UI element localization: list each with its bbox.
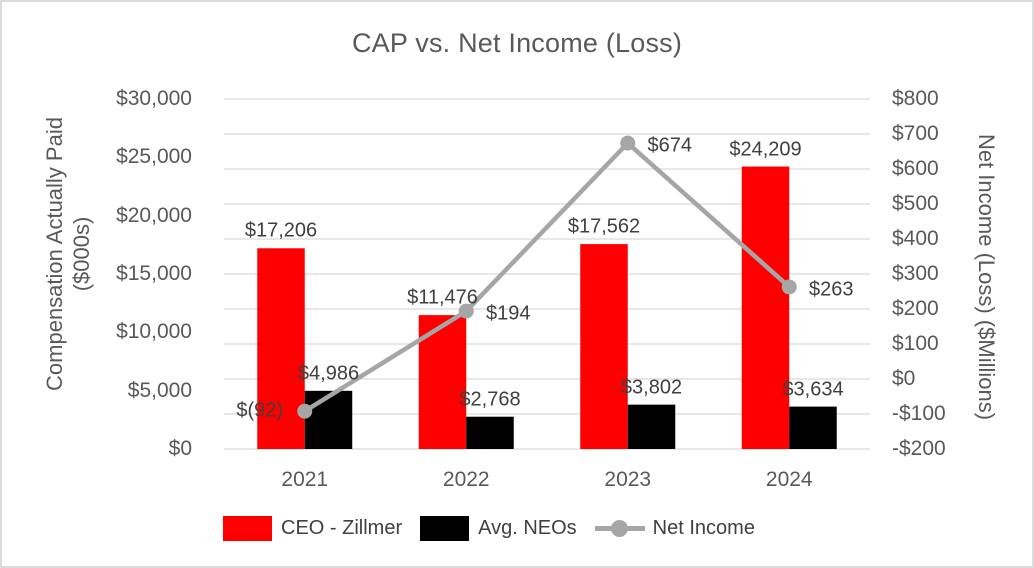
line-marker-2024: [781, 279, 797, 295]
legend: CEO - Zillmer Avg. NEOs Net Income: [223, 516, 773, 541]
line-marker-2021: [297, 403, 313, 419]
left-axis-title-line2: ($000s): [69, 216, 94, 292]
ceo-zillmer-swatch: [223, 516, 272, 541]
legend-item-avg-neos: Avg. NEOs: [420, 516, 577, 541]
legend-item-net-income: Net Income: [594, 517, 755, 540]
net-income-line: [303, 139, 791, 414]
avg-neos-swatch: [420, 516, 470, 541]
bar-avg-neos-2021: [304, 390, 353, 449]
net-income-line-swatch: [594, 520, 645, 537]
left-axis-title-line1: Compensation Actually Paid: [42, 117, 67, 391]
line-marker-2023: [620, 135, 636, 151]
bar-avg-neos-2023: [627, 404, 676, 449]
bar-avg-neos-2024: [789, 406, 837, 449]
chart-title: CAP vs. Net Income (Loss): [351, 28, 683, 58]
bar-ceo-zillmer-2024: [741, 166, 790, 450]
bar-ceo-zillmer-2021: [257, 248, 305, 449]
legend-label-avg-neos: Avg. NEOs: [478, 517, 577, 539]
line-marker-2022: [458, 303, 474, 319]
legend-item-ceo-zillmer: CEO - Zillmer: [223, 516, 402, 541]
bar-ceo-zillmer-2023: [580, 244, 628, 449]
bar-avg-neos-2022: [466, 416, 514, 449]
legend-label-net-income: Net Income: [652, 517, 755, 539]
left-axis-title: Compensation Actually Paid ($000s): [41, 117, 95, 391]
net-income-marker-swatch: [610, 520, 628, 537]
right-axis-title: Net Income (Loss) ($Millions): [974, 133, 999, 421]
legend-label-ceo-zillmer: CEO - Zillmer: [281, 517, 403, 539]
